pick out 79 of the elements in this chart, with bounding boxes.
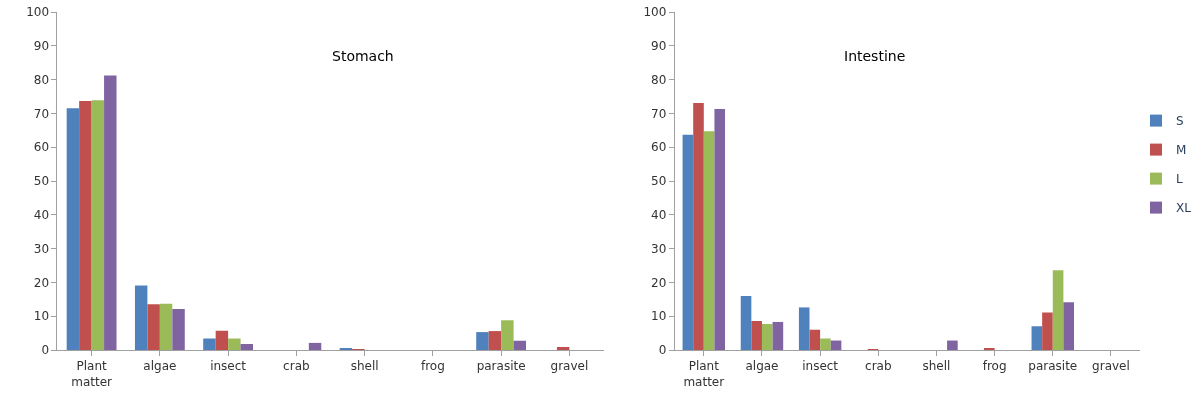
bar [714,109,726,350]
y-tick-label: 70 [651,106,667,121]
bar [761,323,773,350]
y-tick-label: 30 [33,241,50,256]
bar [79,100,92,350]
y-tick-label: 40 [651,208,667,222]
y-tick-label: 70 [33,106,50,121]
y-tick-label: 40 [33,208,50,222]
bar [947,340,958,350]
bar [240,343,254,350]
y-tick-label: 10 [651,309,667,324]
bar [1042,312,1053,350]
bar [476,332,489,350]
bar [91,100,105,350]
bar [820,338,831,350]
y-tick-label: 80 [651,72,667,87]
x-tick-label: Plant matter [683,359,725,389]
bar [104,75,117,350]
legend-label: M [1176,143,1187,158]
y-tick-label: 80 [33,72,50,87]
x-tick-label: insect [802,359,839,374]
y-tick-label: 20 [651,275,667,290]
bar [740,295,752,350]
legend-label: L [1176,172,1183,187]
x-tick-label: gravel [550,359,589,374]
text: Stomach [332,48,394,64]
x-tick-label: frog [982,359,1007,374]
bar [501,320,514,350]
y-tick-label: 100 [26,5,50,20]
bar [703,131,715,350]
x-tick-label: algae [745,359,779,374]
x-tick-label: insect [210,359,247,374]
bar [798,307,810,350]
bar [215,330,229,350]
y-tick-label: 30 [651,241,667,256]
bar [751,320,762,350]
bar [147,304,160,350]
y-tick-label: 0 [41,343,50,358]
x-tick-label: shell [350,359,379,374]
x-tick-label: Plant matter [71,359,113,389]
y-tick-label: 50 [33,174,50,189]
bar [172,309,185,350]
bar [159,303,173,350]
bar [772,321,784,350]
legend-label: S [1176,114,1184,129]
x-tick-label: algae [143,359,177,374]
y-tick-label: 90 [651,39,667,53]
bar [682,134,694,350]
x-tick-label: shell [922,359,951,374]
bar [809,329,821,350]
y-tick-label: 10 [33,309,50,324]
y-tick-label: 90 [33,39,50,53]
bar [66,108,80,350]
bar [228,338,241,350]
y-tick-label: 100 [643,5,667,20]
legend-label: XL [1176,201,1192,216]
bar [308,342,322,350]
bar [830,340,842,350]
bar [693,102,704,350]
text: Intestine [844,48,906,64]
y-tick-label: 60 [651,140,667,155]
bar [1052,270,1064,350]
bar [513,340,527,350]
y-tick-label: 0 [658,343,667,358]
bar [203,338,216,350]
x-tick-label: frog [420,359,445,374]
y-tick-label: 20 [33,275,50,290]
x-tick-label: crab [283,359,310,374]
y-tick-label: 50 [651,174,667,189]
bar [1031,326,1043,350]
x-tick-label: gravel [1092,359,1130,374]
x-tick-label: parasite [1028,359,1078,374]
bar [1063,302,1075,350]
x-tick-label: crab [865,359,892,374]
bar [134,285,148,350]
y-tick-label: 60 [33,140,50,155]
bar [556,346,570,350]
x-tick-label: parasite [476,359,526,374]
bar [488,331,502,350]
